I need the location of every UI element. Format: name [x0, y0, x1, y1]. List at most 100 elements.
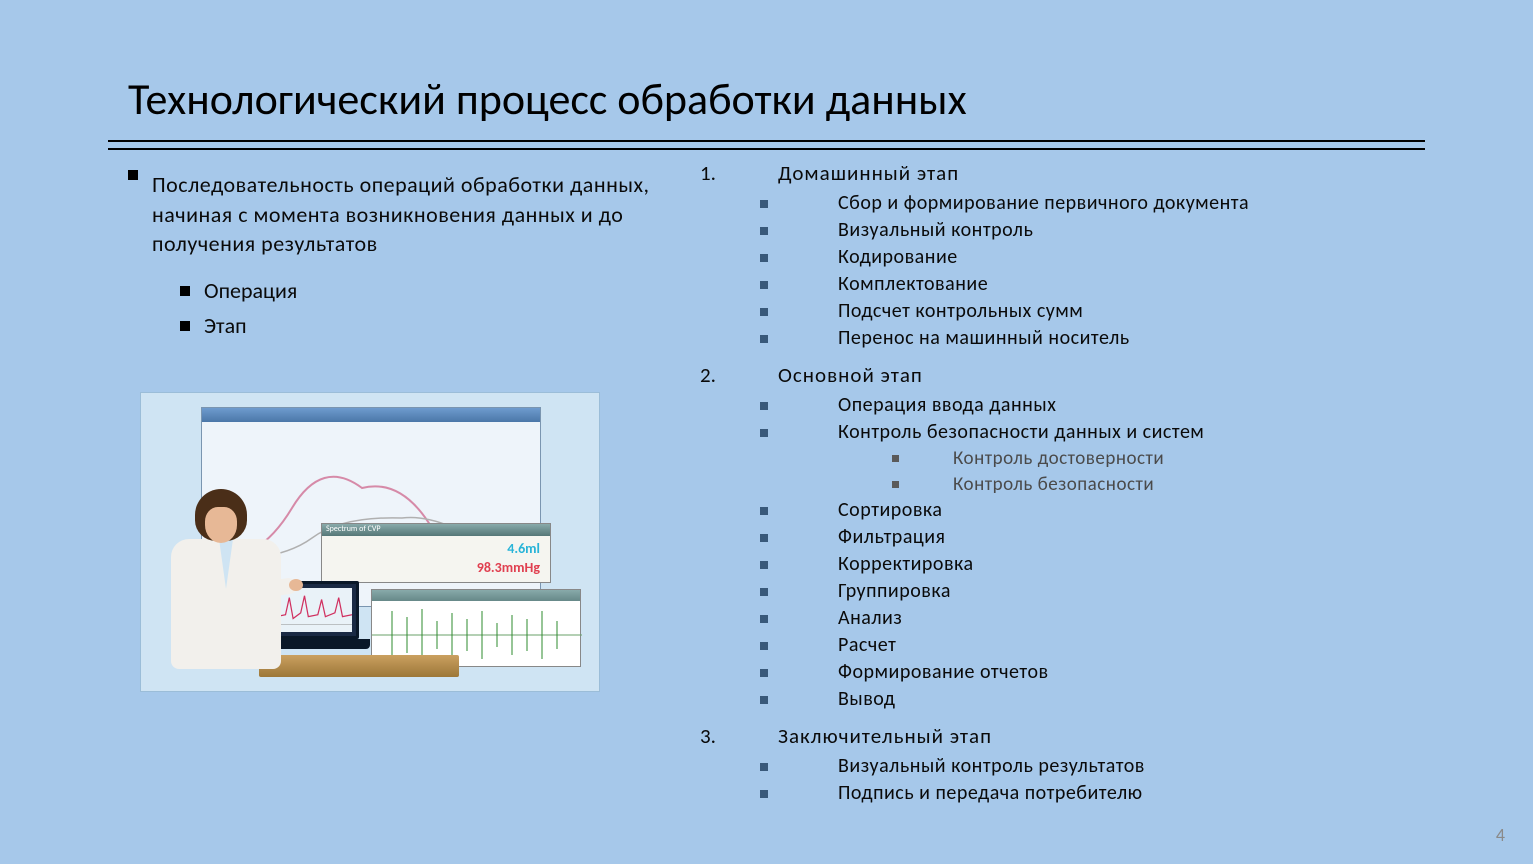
- stage-item: Группировка: [760, 578, 1420, 605]
- stage-item-text: Перенос на машинный носитель: [838, 325, 1130, 352]
- stage-item-text: Контроль безопасности данных и систем: [838, 419, 1204, 446]
- left-sub-text: Этап: [204, 312, 247, 339]
- stage-item: Визуальный контроль результатов: [760, 753, 1420, 780]
- stage-item: Операция ввода данных: [760, 392, 1420, 419]
- stage-item-text: Операция ввода данных: [838, 392, 1056, 419]
- bullet-icon: [760, 254, 768, 262]
- stage-number: 3.: [700, 723, 730, 749]
- stage-item: Визуальный контроль: [760, 217, 1420, 244]
- stage-items: Сбор и формирование первичного документа…: [760, 190, 1420, 352]
- stage-item: Фильтрация: [760, 524, 1420, 551]
- stage-items: Операция ввода данныхКонтроль безопаснос…: [760, 392, 1420, 713]
- stage-item-text: Расчет: [838, 632, 896, 659]
- illus-titlebar: [372, 590, 580, 601]
- bullet-icon: [760, 308, 768, 316]
- stage-number: 2.: [700, 362, 730, 388]
- stage: 1. Домашинный этап Сбор и формирование пер…: [700, 160, 1420, 352]
- title-rule-1: [108, 140, 1425, 142]
- bullet-icon: [760, 507, 768, 515]
- stage-item: Формирование отчетов: [760, 659, 1420, 686]
- bullet-icon: [128, 170, 138, 180]
- stage-item-text: Формирование отчетов: [838, 659, 1049, 686]
- bullet-icon: [760, 642, 768, 650]
- stage-item-text: Сортировка: [838, 497, 942, 524]
- stage-item: Подпись и передача потребителю: [760, 780, 1420, 807]
- stage-item-text: Визуальный контроль: [838, 217, 1033, 244]
- stage-subitem: Контроль безопасности: [892, 472, 1420, 498]
- stage-item-text: Сбор и формирование первичного документа: [838, 190, 1249, 217]
- bullet-icon: [760, 429, 768, 437]
- stage-subitems: Контроль достоверностиКонтроль безопасно…: [892, 446, 1420, 497]
- stage-number: 1.: [700, 160, 730, 186]
- stage-items: Визуальный контроль результатовПодпись и…: [760, 753, 1420, 807]
- stage-item-text: Корректировка: [838, 551, 974, 578]
- title-rule-2: [108, 148, 1425, 150]
- bullet-icon: [760, 561, 768, 569]
- stage-item-text: Комплектование: [838, 271, 988, 298]
- stage-item: Контроль безопасности данных и систем: [760, 419, 1420, 446]
- stage-item: Сбор и формирование первичного документа: [760, 190, 1420, 217]
- left-sub-item: Операция: [180, 277, 688, 304]
- stage-item: Комплектование: [760, 271, 1420, 298]
- stage-item-text: Вывод: [838, 686, 895, 713]
- stage-label: Основной этап: [778, 362, 923, 388]
- bullet-icon: [760, 615, 768, 623]
- illus-person: [161, 489, 301, 689]
- illus-value-1: 4.6ml: [507, 540, 540, 557]
- bullet-icon: [760, 763, 768, 771]
- illus-value-2: 98.3mmHg: [477, 559, 540, 576]
- stage-item: Сортировка: [760, 497, 1420, 524]
- stage-subitem: Контроль достоверности: [892, 446, 1420, 472]
- left-sub-text: Операция: [204, 277, 297, 304]
- bullet-icon: [760, 790, 768, 798]
- bullet-icon: [760, 696, 768, 704]
- left-main-text: Последовательность операций обработки да…: [152, 170, 688, 259]
- stage-head: 2. Основной этап: [700, 362, 1420, 388]
- bullet-icon: [180, 321, 190, 331]
- stage-item: Кодирование: [760, 244, 1420, 271]
- bullet-icon: [892, 481, 899, 488]
- stage-subitem-text: Контроль достоверности: [953, 446, 1164, 472]
- stage: 2.Основной этапОперация ввода данныхКонт…: [700, 362, 1420, 713]
- bullet-icon: [760, 200, 768, 208]
- stage-item-text: Подсчет контрольных сумм: [838, 298, 1083, 325]
- page-number: 4: [1496, 824, 1505, 846]
- stage-item-text: Кодирование: [838, 244, 958, 271]
- stages-list: 1. Домашинный этап Сбор и формирование пер…: [700, 160, 1420, 807]
- stage-item: Расчет: [760, 632, 1420, 659]
- slide-title: Технологический процесс обработки данных: [128, 72, 967, 126]
- bullet-icon: [760, 402, 768, 410]
- stage-head: 3. Заключительный этап: [700, 723, 1420, 749]
- left-sub-item: Этап: [180, 312, 688, 339]
- illus-titlebar: Spectrum of CVP: [322, 524, 550, 536]
- stage-item: Перенос на машинный носитель: [760, 325, 1420, 352]
- illus-titlebar: [202, 408, 540, 422]
- stage-subitem-text: Контроль безопасности: [953, 472, 1154, 498]
- stage-item: Корректировка: [760, 551, 1420, 578]
- bullet-icon: [760, 281, 768, 289]
- stage-item-text: Анализ: [838, 605, 902, 632]
- stage-item: Вывод: [760, 686, 1420, 713]
- stage-item: Подсчет контрольных сумм: [760, 298, 1420, 325]
- bullet-icon: [760, 335, 768, 343]
- left-main-bullet: Последовательность операций обработки да…: [128, 170, 688, 259]
- left-column: Последовательность операций обработки да…: [128, 170, 688, 347]
- bullet-icon: [760, 534, 768, 542]
- left-sub-list: Операция Этап: [180, 277, 688, 339]
- right-column: 1. Домашинный этап Сбор и формирование пер…: [700, 160, 1420, 817]
- stage: 3. Заключительный этап Визуальный контроль…: [700, 723, 1420, 807]
- stage-item-text: Визуальный контроль результатов: [838, 753, 1145, 780]
- stage-label: Домашинный этап: [778, 160, 959, 186]
- bullet-icon: [892, 455, 899, 462]
- stage-item: Анализ: [760, 605, 1420, 632]
- stage-item-text: Подпись и передача потребителю: [838, 780, 1143, 807]
- stage-item-text: Фильтрация: [838, 524, 946, 551]
- bullet-icon: [760, 588, 768, 596]
- bullet-icon: [180, 286, 190, 296]
- stage-label: Заключительный этап: [778, 723, 992, 749]
- illus-mid-window: Spectrum of CVP 4.6ml 98.3mmHg: [321, 523, 551, 583]
- bullet-icon: [760, 227, 768, 235]
- stage-item-text: Группировка: [838, 578, 951, 605]
- illustration: Spectrum of CVP 4.6ml 98.3mmHg: [140, 392, 600, 692]
- stage-head: 1. Домашинный этап: [700, 160, 1420, 186]
